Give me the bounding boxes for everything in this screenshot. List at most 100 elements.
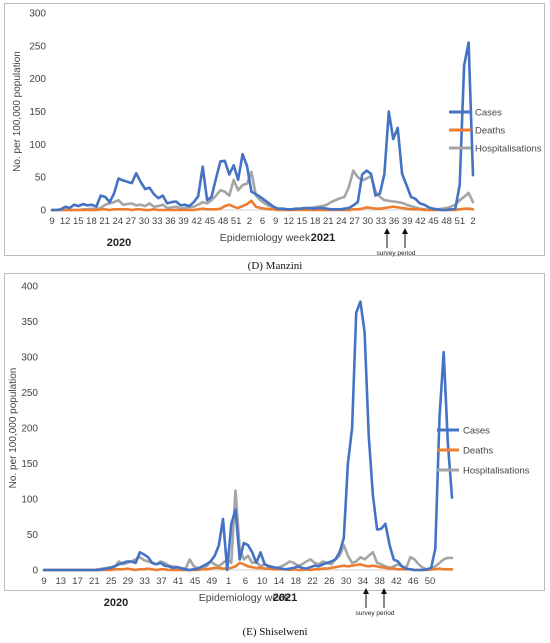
x-tick-label: 15 xyxy=(73,216,84,227)
x-tick-label: 27 xyxy=(126,216,137,227)
legend-label-deaths: Deaths xyxy=(463,446,493,457)
x-tick-label: 17 xyxy=(72,576,83,587)
x-tick-label: 30 xyxy=(362,216,373,227)
x-tick-label: 46 xyxy=(408,576,419,587)
x-tick-label: 12 xyxy=(284,216,295,227)
survey-period-label: survey period xyxy=(355,610,394,617)
y-tick-label: 50 xyxy=(35,173,47,184)
x-tick-label: 45 xyxy=(205,216,216,227)
year-label-2021: 2021 xyxy=(273,592,297,604)
year-label-2020: 2020 xyxy=(104,597,128,609)
x-tick-label: 37 xyxy=(156,576,167,587)
legend-label-cases: Cases xyxy=(463,426,490,437)
x-tick-label: 21 xyxy=(323,216,334,227)
y-tick-label: 100 xyxy=(29,140,46,151)
x-tick-label: 36 xyxy=(165,216,176,227)
survey-period-label: survey period xyxy=(376,250,415,257)
x-tick-label: 6 xyxy=(243,576,248,587)
x-tick-label: 18 xyxy=(290,576,301,587)
x-tick-label: 33 xyxy=(139,576,150,587)
x-tick-label: 1 xyxy=(226,576,231,587)
series-line-deaths xyxy=(50,199,475,212)
x-tick-label: 51 xyxy=(455,216,466,227)
y-tick-label: 300 xyxy=(29,9,46,20)
legend-label-deaths: Deaths xyxy=(475,126,505,137)
caption-manzini: (D) Manzini xyxy=(247,260,303,272)
x-tick-label: 18 xyxy=(310,216,321,227)
x-tick-label: 9 xyxy=(273,216,278,227)
x-tick-label: 12 xyxy=(60,216,71,227)
year-label-2021: 2021 xyxy=(311,232,335,244)
x-tick-label: 21 xyxy=(89,576,100,587)
legend-label-hospitalisations: Hospitalisations xyxy=(463,466,530,477)
y-tick-label: 250 xyxy=(21,388,38,399)
y-tick-label: 50 xyxy=(27,530,39,541)
x-tick-label: 9 xyxy=(41,576,46,587)
y-tick-label: 100 xyxy=(21,495,38,506)
x-tick-label: 42 xyxy=(415,216,426,227)
x-tick-label: 39 xyxy=(178,216,189,227)
y-tick-label: 350 xyxy=(21,317,38,328)
x-tick-label: 33 xyxy=(152,216,163,227)
caption-shiselweni: (E) Shiselweni xyxy=(242,626,308,638)
x-tick-label: 34 xyxy=(358,576,369,587)
x-tick-label: 24 xyxy=(336,216,347,227)
y-tick-label: 0 xyxy=(40,206,46,217)
panel-e-frame xyxy=(4,273,545,591)
x-tick-label: 39 xyxy=(402,216,413,227)
x-tick-label: 36 xyxy=(389,216,400,227)
survey-arrow-head xyxy=(363,588,369,594)
y-tick-label: 400 xyxy=(21,282,38,293)
x-tick-label: 33 xyxy=(376,216,387,227)
x-tick-label: 27 xyxy=(349,216,360,227)
x-tick-label: 30 xyxy=(341,576,352,587)
x-tick-label: 45 xyxy=(428,216,439,227)
x-tick-label: 9 xyxy=(49,216,54,227)
x-tick-label: 42 xyxy=(191,216,202,227)
y-tick-label: 150 xyxy=(29,107,46,118)
survey-arrow-head xyxy=(402,228,408,234)
x-tick-label: 50 xyxy=(425,576,436,587)
y-tick-label: 200 xyxy=(29,74,46,85)
x-tick-label: 22 xyxy=(307,576,318,587)
x-tick-label: 2 xyxy=(247,216,252,227)
y-tick-label: 0 xyxy=(32,566,38,577)
x-tick-label: 13 xyxy=(55,576,66,587)
x-tick-label: 48 xyxy=(218,216,229,227)
y-tick-label: 300 xyxy=(21,353,38,364)
x-tick-label: 49 xyxy=(207,576,218,587)
panel-d-frame xyxy=(4,3,545,256)
x-tick-label: 21 xyxy=(99,216,110,227)
x-tick-label: 10 xyxy=(257,576,268,587)
legend-label-hospitalisations: Hospitalisations xyxy=(475,144,542,155)
legend-label-cases: Cases xyxy=(475,108,502,119)
x-axis-title: Epidemiology week xyxy=(199,592,290,604)
year-label-2020: 2020 xyxy=(107,237,131,249)
x-tick-label: 14 xyxy=(274,576,285,587)
series-line-cases xyxy=(42,300,454,572)
y-axis-title: No. per 100,000 population xyxy=(12,51,23,172)
x-tick-label: 24 xyxy=(112,216,123,227)
x-tick-label: 25 xyxy=(106,576,117,587)
survey-arrow-head xyxy=(381,588,387,594)
x-tick-label: 6 xyxy=(260,216,265,227)
x-tick-label: 15 xyxy=(297,216,308,227)
x-tick-label: 30 xyxy=(139,216,150,227)
x-tick-label: 18 xyxy=(86,216,97,227)
x-tick-label: 2 xyxy=(470,216,475,227)
y-axis-title: No. per 100,000 population xyxy=(8,368,19,489)
y-tick-label: 150 xyxy=(21,459,38,470)
series-line-hospitalisations xyxy=(42,489,454,572)
x-tick-label: 26 xyxy=(324,576,335,587)
series-line-deaths xyxy=(42,561,454,572)
x-tick-label: 48 xyxy=(441,216,452,227)
x-axis-title: Epidemiology week xyxy=(220,232,311,244)
x-tick-label: 41 xyxy=(173,576,184,587)
x-tick-label: 38 xyxy=(374,576,385,587)
series-line-hospitalisations xyxy=(50,169,475,212)
y-tick-label: 250 xyxy=(29,41,46,52)
series-line-cases xyxy=(50,41,475,212)
